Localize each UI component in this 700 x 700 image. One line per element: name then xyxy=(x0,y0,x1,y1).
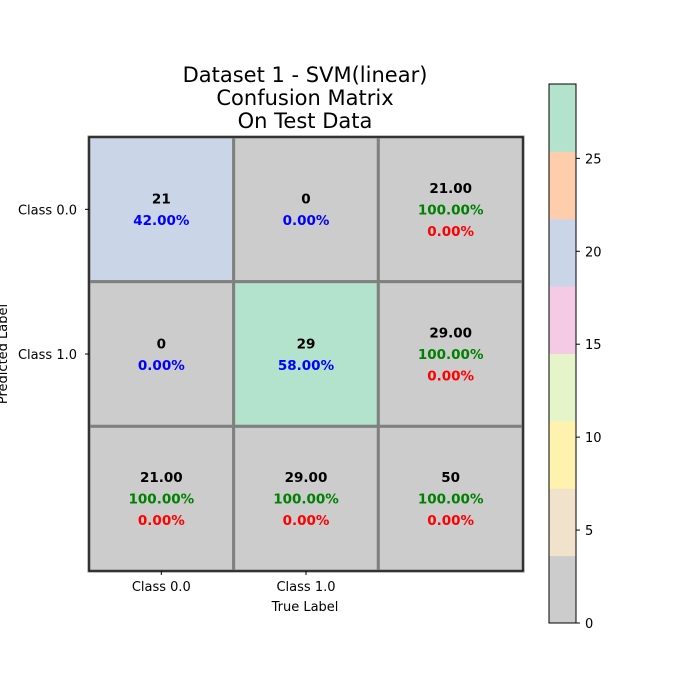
chart-title: Dataset 1 - SVM(linear) Confusion Matrix… xyxy=(183,63,428,133)
cell-label-2-2-0: 50 xyxy=(441,470,460,486)
matrix-cell-0-0 xyxy=(87,135,236,284)
cell-label-2-2-1: 100.00% xyxy=(418,492,484,508)
y-tick-label: Class 1.0 xyxy=(18,348,77,363)
cell-label-1-1-0: 29 xyxy=(297,336,316,352)
cell-label-1-2-1: 100.00% xyxy=(418,347,484,363)
matrix-cell-1-0 xyxy=(87,280,236,428)
matrix-cells: 21 42.00% 0 0.00% 21.00 100.00% 0.00% 0 0.00% 29 5… xyxy=(87,135,525,573)
title-line-3: On Test Data xyxy=(238,109,373,133)
colorbar-tick-label: 20 xyxy=(585,245,602,260)
y-axis-label: Predicted Label xyxy=(0,304,11,404)
colorbar-segment xyxy=(549,218,576,287)
cell-label-0-0-0: 21 xyxy=(152,192,171,208)
colorbar-segment xyxy=(549,488,576,557)
colorbar-tick-label: 10 xyxy=(585,431,602,446)
matrix-cell-1-2 xyxy=(376,280,525,428)
cell-label-0-2-2: 0.00% xyxy=(427,224,474,240)
cell-label-1-2-2: 0.00% xyxy=(427,369,474,385)
cell-label-0-0-1: 42.00% xyxy=(133,213,190,229)
matrix-cell-2-0 xyxy=(87,424,236,573)
colorbar-tick-label: 25 xyxy=(585,152,602,167)
colorbar-segment xyxy=(549,84,576,152)
x-tick-label: Class 1.0 xyxy=(276,580,335,595)
cell-label-2-2-2: 0.00% xyxy=(427,513,474,529)
colorbar-tick-label: 0 xyxy=(585,617,593,632)
x-tick-label: Class 0.0 xyxy=(132,580,191,595)
cell-label-2-1-1: 100.00% xyxy=(273,492,339,508)
colorbar-segment xyxy=(549,286,576,354)
colorbar-tick-label: 15 xyxy=(585,338,602,353)
x-axis-label: True Label xyxy=(271,600,339,615)
cell-label-1-1-1: 58.00% xyxy=(278,358,335,374)
cell-label-1-0-0: 0 xyxy=(157,336,166,352)
colorbar-segment xyxy=(549,555,576,624)
colorbar-segment xyxy=(549,353,576,422)
cell-label-2-1-0: 29.00 xyxy=(285,470,328,486)
matrix-cell-0-2 xyxy=(376,135,525,284)
matrix-cell-0-1 xyxy=(232,135,380,284)
cell-label-2-0-0: 21.00 xyxy=(140,470,183,486)
colorbar-segment xyxy=(549,420,576,489)
matrix-cell-1-1 xyxy=(232,280,380,428)
colorbar-border xyxy=(548,83,577,624)
cell-label-1-0-1: 0.00% xyxy=(138,358,185,374)
cell-label-0-1-0: 0 xyxy=(301,192,310,208)
cell-label-2-1-2: 0.00% xyxy=(283,513,330,529)
title-line-1: Dataset 1 - SVM(linear) xyxy=(183,63,428,87)
cell-label-2-0-1: 100.00% xyxy=(129,492,195,508)
cell-label-1-2-0: 29.00 xyxy=(429,326,472,342)
axis-ticks: Class 0.0 Class 1.0 Class 0.0 Class 1.0 xyxy=(18,203,336,595)
cell-label-0-2-1: 100.00% xyxy=(418,202,484,218)
colorbar-tick-label: 5 xyxy=(585,524,593,539)
colorbar-segment xyxy=(549,151,576,220)
title-line-2: Confusion Matrix xyxy=(216,86,393,110)
y-tick-label: Class 0.0 xyxy=(18,203,77,218)
cell-label-0-2-0: 21.00 xyxy=(429,181,472,197)
colorbar: 0 5 10 15 20 25 xyxy=(548,83,602,632)
cell-label-0-1-1: 0.00% xyxy=(283,213,330,229)
cell-label-2-0-2: 0.00% xyxy=(138,513,185,529)
